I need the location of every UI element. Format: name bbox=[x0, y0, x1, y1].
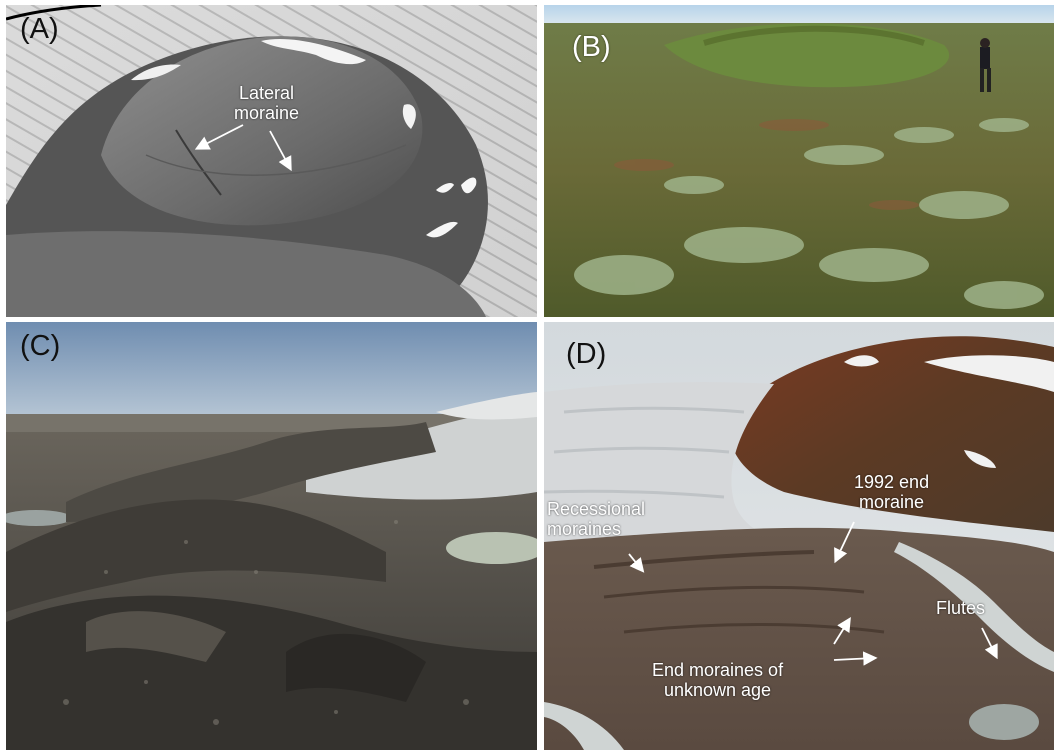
end-moraines-unknown-age-line-2: unknown age bbox=[663, 680, 772, 700]
panel-d-label: (D) bbox=[566, 338, 607, 370]
panel-c: (C) bbox=[6, 322, 537, 750]
lateral-moraine-label: Lateral moraine bbox=[234, 83, 299, 123]
end-moraine-1992-line-1: 1992 end bbox=[854, 472, 930, 492]
lateral-moraine-line-2: moraine bbox=[234, 103, 300, 123]
panel-a-label: (A) bbox=[20, 13, 59, 45]
panel-a-image bbox=[6, 5, 537, 317]
panel-d: (D) Recessional moraines 1992 end morain… bbox=[544, 322, 1054, 750]
panel-b-label: (B) bbox=[572, 31, 611, 63]
panel-b: (B) bbox=[544, 5, 1054, 317]
end-moraine-1992-label: 1992 end moraine bbox=[854, 472, 929, 512]
lateral-moraine-line-1: Lateral bbox=[238, 83, 295, 103]
recessional-moraines-line-1: Recessional bbox=[547, 499, 646, 519]
panel-c-label: (C) bbox=[20, 330, 61, 362]
flutes-label: Flutes bbox=[936, 598, 986, 618]
end-moraine-1992-line-2: moraine bbox=[859, 492, 925, 512]
panel-a: (A) Lateral moraine bbox=[6, 5, 537, 317]
recessional-moraines-label: Recessional moraines bbox=[547, 499, 645, 539]
panel-d-image bbox=[544, 322, 1054, 750]
end-moraines-unknown-age-label: End moraines of unknown age bbox=[652, 660, 783, 700]
person-figure bbox=[980, 38, 991, 92]
panel-c-image bbox=[6, 322, 537, 750]
recessional-moraines-line-2: moraines bbox=[547, 519, 622, 539]
end-moraines-unknown-age-line-1: End moraines of bbox=[652, 660, 784, 680]
panel-b-image bbox=[544, 5, 1054, 317]
